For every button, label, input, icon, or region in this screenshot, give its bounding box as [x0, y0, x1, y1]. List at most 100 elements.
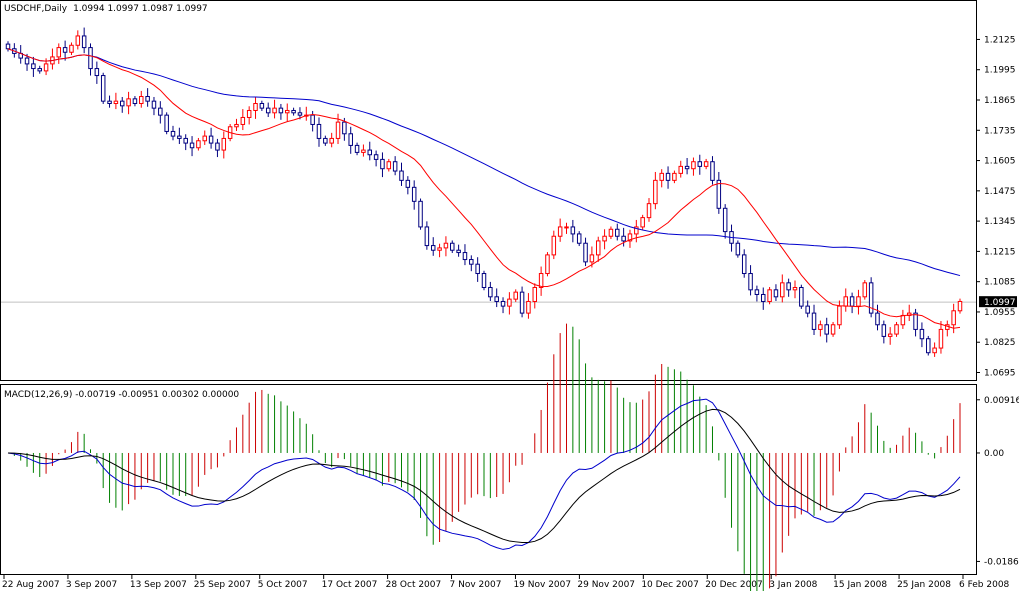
price-axis: 1.2125 1.1995 1.1865 1.1735 1.1605 1.1475 1.13…: [976, 35, 1016, 379]
price-tick-label: 1.1345: [984, 217, 1016, 227]
candle: [875, 304, 880, 331]
time-tick-label: 10 Dec 2007: [641, 580, 699, 590]
candle-body: [507, 298, 512, 307]
candle: [399, 162, 404, 186]
candle-body: [856, 296, 861, 307]
candle: [126, 91, 131, 115]
candle: [926, 335, 931, 356]
time-tick-label: 28 Oct 2007: [386, 580, 442, 590]
macd-axis: 0.00916 0.00 -0.01868: [976, 396, 1019, 567]
candle-body: [430, 245, 436, 251]
macd-tick-label: 0.00916: [984, 396, 1019, 406]
candle-body: [926, 338, 931, 354]
candle: [710, 156, 715, 185]
candle-body: [208, 135, 214, 144]
candle: [576, 231, 582, 247]
candle-body: [868, 282, 874, 314]
candle-body: [323, 137, 328, 144]
candle-body: [811, 312, 817, 330]
candle: [792, 280, 798, 299]
candle: [538, 266, 544, 296]
candle: [196, 137, 201, 151]
candle-body: [113, 100, 119, 104]
candle-body: [456, 249, 461, 254]
candle-body: [139, 96, 144, 104]
candle: [221, 131, 227, 159]
candle-body: [462, 252, 468, 261]
candle-body: [405, 179, 411, 188]
candle: [259, 100, 265, 111]
candle: [354, 142, 360, 156]
macd-line: [7, 398, 961, 550]
candle: [100, 72, 106, 104]
candle-body: [297, 112, 303, 116]
candle: [24, 53, 30, 71]
candle: [323, 135, 328, 146]
price-tick-label: 1.2125: [984, 35, 1016, 45]
candle: [513, 289, 518, 302]
candle-body: [672, 172, 677, 181]
macd-tick-label: 0.00: [984, 449, 1004, 459]
candle-body: [75, 35, 81, 46]
candle: [627, 229, 633, 248]
candle-body: [754, 289, 760, 295]
candle-body: [570, 226, 576, 235]
candle: [932, 342, 937, 357]
candle: [608, 226, 614, 240]
time-axis: 22 Aug 2007 3 Sep 2007 13 Sep 2007 25 Sep 2…: [2, 575, 1010, 590]
macd-panel-frame: [0, 384, 977, 575]
candle: [132, 96, 138, 107]
candle: [139, 90, 144, 108]
candle: [481, 270, 487, 291]
candle: [246, 106, 252, 125]
candle-body: [253, 102, 258, 111]
price-tick-label: 1.0955: [984, 308, 1016, 318]
candle-body: [532, 286, 538, 302]
candle-body: [329, 137, 334, 144]
candle-body: [342, 121, 347, 135]
candle-body: [653, 179, 658, 205]
candle: [595, 236, 601, 262]
candle: [488, 281, 493, 302]
candle: [430, 237, 436, 256]
candle: [507, 292, 512, 315]
time-tick-label: 3 Jan 2008: [769, 580, 817, 590]
candle: [202, 130, 207, 145]
candle-body: [938, 328, 944, 349]
candle-body: [887, 333, 893, 337]
candle: [373, 150, 379, 167]
candle-body: [107, 100, 112, 104]
time-tick-label: 29 Nov 2007: [577, 580, 635, 590]
candle: [824, 317, 829, 343]
candle-body: [202, 135, 207, 142]
candle: [716, 171, 722, 214]
candle: [494, 288, 499, 308]
candle-body: [589, 254, 595, 263]
price-tick-label: 1.1605: [984, 157, 1016, 167]
candle-body: [646, 203, 652, 219]
candle: [691, 157, 696, 176]
candle-body: [196, 140, 201, 149]
candle: [583, 237, 588, 267]
candle-body: [158, 107, 163, 116]
candle-body: [361, 149, 366, 153]
candle-body: [119, 100, 125, 107]
candle-body: [37, 68, 42, 72]
candle-body: [830, 324, 836, 335]
candle: [462, 244, 468, 266]
candle: [329, 132, 334, 148]
candle-body: [265, 107, 271, 114]
candle-body: [126, 98, 131, 107]
candle-body: [786, 282, 791, 291]
price-tick-label: 1.0695: [984, 369, 1016, 379]
candle-body: [291, 109, 296, 114]
candle-body: [678, 165, 683, 174]
candle-body: [500, 300, 506, 307]
price-panel-frame: [0, 0, 977, 381]
candle-body: [246, 109, 252, 118]
price-tick-label: 1.1475: [984, 187, 1016, 197]
candle: [799, 284, 804, 309]
candle-body: [418, 200, 423, 228]
